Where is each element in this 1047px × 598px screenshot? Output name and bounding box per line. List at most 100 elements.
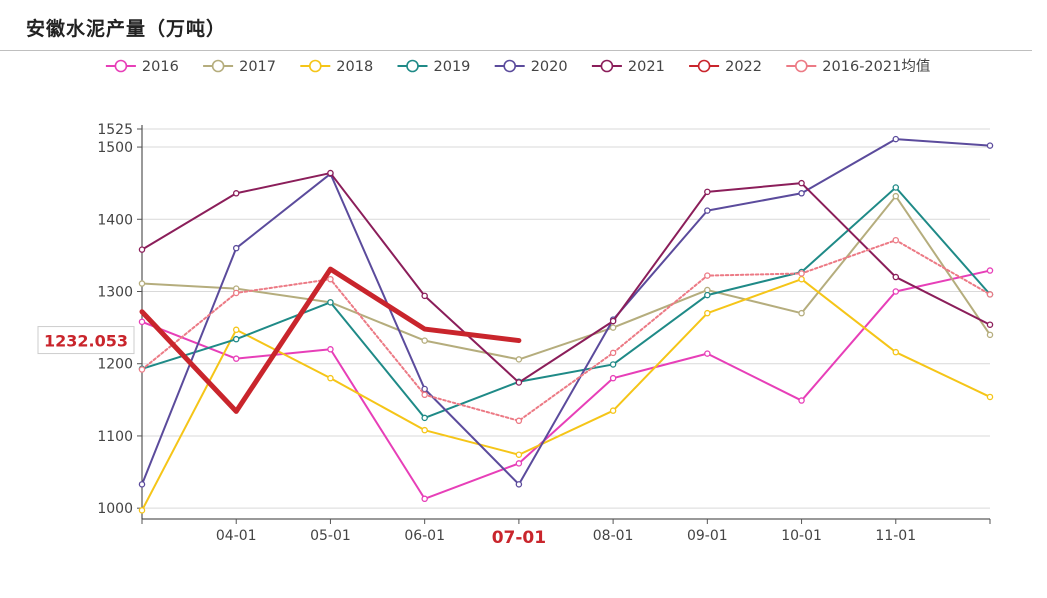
data-point-2018 [986, 393, 994, 401]
legend-swatch-marker [697, 59, 711, 73]
series-2022 [139, 266, 522, 414]
data-point-2017 [798, 309, 805, 317]
data-point-2018 [798, 275, 805, 283]
axes [141, 125, 990, 520]
legend-item-2017: 2017 [203, 59, 276, 75]
data-point-2018 [232, 326, 240, 334]
legend-swatch-marker [794, 59, 808, 73]
data-point-2016-2021均值 [986, 291, 994, 298]
x-tick-label: 10-01 [781, 528, 822, 544]
x-tick-label: 06-01 [404, 528, 445, 544]
data-point-2019 [232, 335, 240, 343]
x-axis-ticks: 04-01 05-01 06-01 07-01 08-01 09-01 10-01 11-01 [141, 519, 991, 548]
data-point-2016 [421, 495, 428, 503]
data-point-2016-2021均值 [138, 366, 146, 373]
data-point-2016 [609, 374, 617, 382]
data-point-2016-2021均值 [327, 275, 334, 283]
data-point-2016 [892, 288, 900, 295]
data-point-2020 [986, 142, 994, 149]
data-point-2016 [327, 346, 334, 353]
data-point-2017 [515, 356, 523, 363]
y-tick-label: 1300 [97, 285, 133, 301]
data-point-2019 [327, 299, 334, 306]
y-tick-label: 1200 [97, 357, 133, 373]
data-point-2017 [609, 324, 617, 331]
y-tick-label: 1500 [97, 140, 133, 156]
data-point-2020 [138, 481, 146, 488]
series-lines [138, 135, 994, 514]
legend-item-2018: 2018 [300, 59, 373, 75]
data-point-2020 [421, 385, 428, 393]
data-point-2020 [515, 481, 523, 488]
data-point-2020 [704, 207, 711, 214]
data-point-2016 [986, 267, 994, 274]
data-point-2019 [609, 361, 617, 368]
x-tick-label: 08-01 [593, 528, 634, 544]
data-point-2021 [986, 321, 994, 328]
legend-item-2020: 2020 [494, 59, 568, 75]
y-tick-label: 1525 [97, 122, 133, 138]
data-point-2018 [609, 407, 617, 414]
legend-swatch-marker [600, 59, 614, 73]
legend-item-2022: 2022 [689, 59, 762, 75]
series-2021 [138, 169, 994, 386]
data-point-2016 [515, 460, 523, 467]
series-line-2021 [141, 172, 991, 384]
legend-label: 2018 [336, 59, 373, 75]
data-point-2021 [421, 292, 428, 300]
data-point-2016 [232, 355, 240, 362]
series-line-2016 [141, 269, 991, 500]
data-point-2017 [892, 192, 900, 200]
data-point-2017 [986, 331, 994, 339]
data-point-2020 [892, 135, 900, 143]
series-2016-2021均值 [138, 236, 994, 425]
legend-label: 2019 [434, 59, 471, 75]
legend-label: 2020 [531, 59, 568, 75]
legend-swatch-marker [406, 59, 419, 73]
legend-swatch-marker [211, 59, 225, 73]
data-point-2019 [421, 414, 428, 422]
x-tick-label: 04-01 [216, 528, 257, 544]
data-point-2020 [232, 244, 240, 252]
x-tick-label: 11-01 [875, 528, 916, 544]
callout-box [37, 326, 135, 355]
series-line-2022 [139, 266, 522, 414]
gridlines [142, 128, 990, 509]
data-point-2016-2021均值 [892, 236, 900, 244]
y-tick-label: 1400 [97, 212, 133, 228]
legend-swatch-marker [114, 59, 128, 73]
x-tick-label: 09-01 [687, 528, 728, 544]
data-point-2016 [704, 350, 711, 357]
legend-label: 2022 [725, 59, 762, 75]
data-point-2016 [798, 397, 805, 404]
legend-label: 2016 [142, 59, 179, 75]
series-2016 [138, 267, 994, 503]
x-tick-label: 05-01 [310, 528, 351, 544]
data-point-2017 [421, 337, 428, 344]
y-axis-ticks: 1000 1100 1200 1300 1400 1500 1525 [97, 122, 142, 517]
data-point-2019 [892, 184, 900, 191]
series-line-2017 [141, 195, 991, 361]
data-point-2021 [704, 188, 711, 196]
legend-item-2019: 2019 [397, 59, 471, 75]
data-point-2018 [515, 451, 523, 458]
data-point-2021 [609, 317, 617, 325]
data-point-2016-2021均值 [798, 270, 805, 277]
data-point-2021 [138, 246, 146, 253]
legend-label: 2017 [239, 59, 276, 75]
legend-item-2016: 2016 [105, 59, 179, 75]
legend: 2016 2017 2018 2019 2020 2021 2022 2016-2021均值 [105, 58, 930, 75]
legend-item-2021: 2021 [591, 59, 665, 75]
data-point-2019 [704, 291, 711, 299]
x-tick-label-highlighted: 07-01 [492, 528, 546, 548]
title-divider [0, 50, 1032, 51]
legend-label: 2021 [628, 59, 665, 75]
data-point-2018 [138, 507, 146, 514]
callout-value-label: 1232.053 [44, 332, 128, 351]
y-tick-label: 1100 [97, 429, 133, 445]
data-point-2017 [138, 280, 146, 287]
data-point-2016-2021均值 [609, 349, 617, 357]
chart-title: 安徽水泥产量（万吨） [26, 18, 227, 40]
data-point-2016-2021均值 [515, 417, 523, 425]
